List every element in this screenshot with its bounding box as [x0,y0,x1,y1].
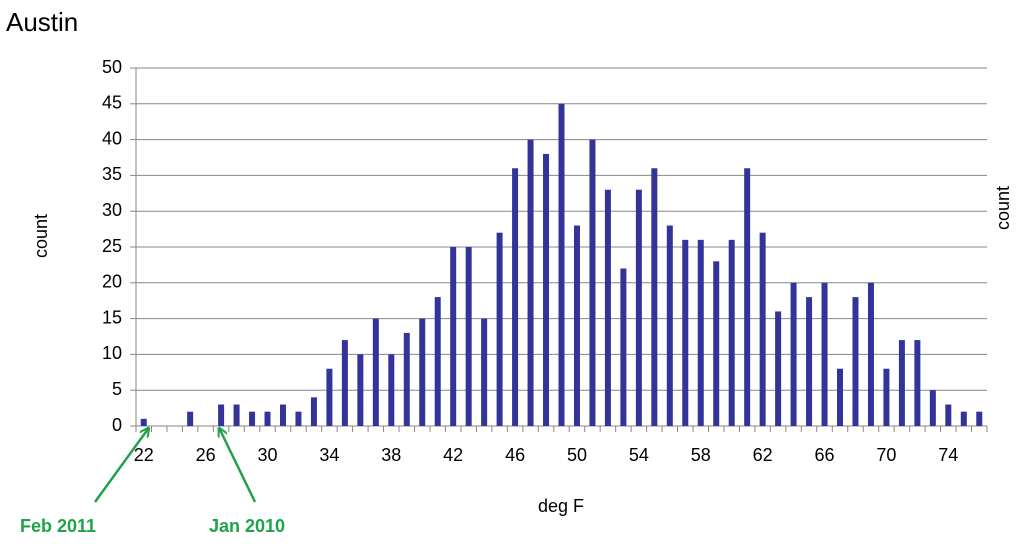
bar [403,332,410,426]
x-tick-label: 46 [505,445,525,465]
bar [806,297,813,426]
y-tick-label: 50 [102,57,122,77]
bar [341,340,348,426]
bar [914,340,921,426]
bar [697,239,704,426]
x-tick-label: 38 [381,445,401,465]
bar [945,404,952,426]
x-tick-label: 62 [753,445,773,465]
bar [929,390,936,426]
bar [512,168,519,427]
bar [465,247,472,426]
bar [558,103,565,427]
annotation-label: Jan 2010 [209,516,285,536]
x-tick-label: 66 [815,445,835,465]
bar [775,311,782,426]
bar [481,318,488,426]
bar [450,247,457,426]
bar [604,189,611,426]
y-tick-label: 45 [102,93,122,113]
y-tick-label: 40 [102,128,122,148]
x-tick-label: 26 [196,445,216,465]
y-tick-label: 5 [112,379,122,399]
bar [635,189,642,426]
bar [666,225,673,426]
bar [821,282,828,426]
x-tick-label: 70 [876,445,896,465]
bar [279,404,286,426]
x-tick-label: 74 [938,445,958,465]
bar [867,282,874,426]
bar [310,397,317,426]
bar [543,153,550,427]
x-tick-label: 34 [319,445,339,465]
bar [651,168,658,427]
bar [233,404,240,426]
bar [357,354,364,426]
y-axis-label: count [31,214,51,258]
bar [388,354,395,426]
x-tick-label: 50 [567,445,587,465]
chart-title: Austin [6,7,78,37]
bar [589,139,596,426]
y-tick-label: 25 [102,236,122,256]
bar [837,368,844,426]
bar [218,404,225,426]
bar [898,340,905,426]
bar [419,318,426,426]
annotation-arrow [93,428,149,503]
y-tick-label: 20 [102,272,122,292]
bar [713,261,720,426]
bar [187,411,194,426]
bar [620,268,627,426]
y2-axis-label: count [993,186,1013,230]
bar [759,232,766,426]
x-tick-label: 54 [629,445,649,465]
y-tick-label: 35 [102,164,122,184]
y-tick-label: 10 [102,343,122,363]
bar [852,297,859,426]
bar [140,418,147,426]
bar [496,232,503,426]
bar [682,239,689,426]
bar [326,368,333,426]
bar [790,282,797,426]
annotation-arrow [219,428,257,503]
x-tick-label: 42 [443,445,463,465]
x-tick-label: 58 [691,445,711,465]
bar [372,318,379,426]
y-tick-label: 30 [102,200,122,220]
bar [883,368,890,426]
bar [264,411,271,426]
bar [976,411,983,426]
x-axis-label: deg F [538,496,584,516]
x-tick-label: 22 [134,445,154,465]
x-tick-label: 30 [258,445,278,465]
bar [249,411,256,426]
bar [744,168,751,427]
bar [728,239,735,426]
y-tick-label: 0 [112,415,122,435]
bar [295,411,302,426]
bar [960,411,967,426]
bar [527,139,534,426]
bar [434,297,441,426]
annotation-label: Feb 2011 [20,516,96,536]
bar [573,225,580,426]
y-tick-label: 15 [102,307,122,327]
